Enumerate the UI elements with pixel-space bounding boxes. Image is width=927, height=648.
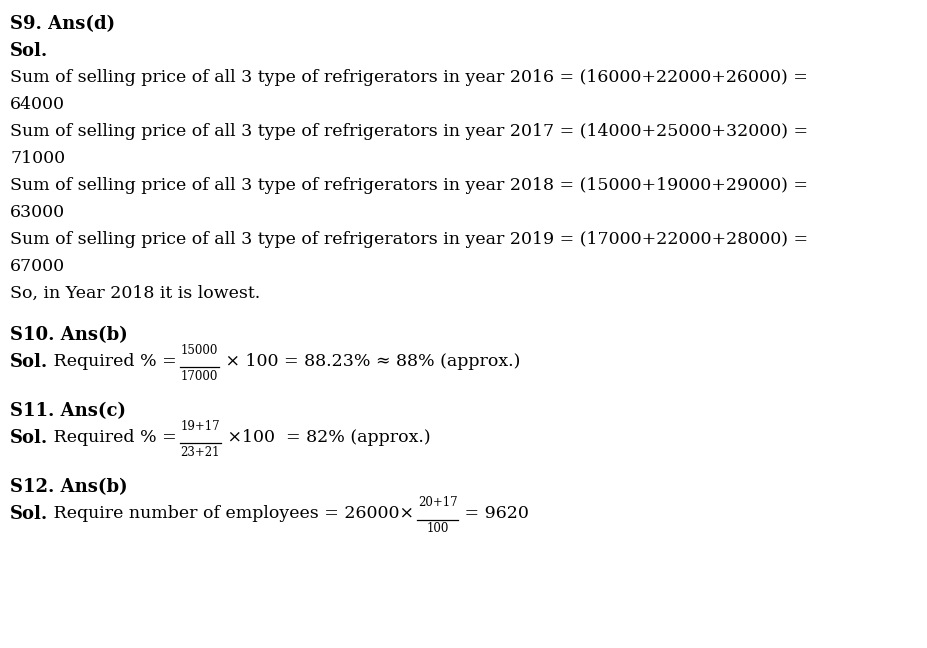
Text: Sum of selling price of all 3 type of refrigerators in year 2019 = (17000+22000+: Sum of selling price of all 3 type of re… xyxy=(10,231,807,248)
Text: Required % =: Required % = xyxy=(48,353,181,370)
Text: 17000: 17000 xyxy=(181,370,218,383)
Text: So, in Year 2018 it is lowest.: So, in Year 2018 it is lowest. xyxy=(10,285,260,302)
Text: S11. Ans(c): S11. Ans(c) xyxy=(10,402,126,420)
Text: 20+17: 20+17 xyxy=(417,496,457,509)
Text: Require number of employees = 26000×: Require number of employees = 26000× xyxy=(48,505,417,522)
Text: 23+21: 23+21 xyxy=(181,446,220,459)
Text: 100: 100 xyxy=(425,522,449,535)
Text: Sum of selling price of all 3 type of refrigerators in year 2018 = (15000+19000+: Sum of selling price of all 3 type of re… xyxy=(10,177,807,194)
Text: 64000: 64000 xyxy=(10,96,65,113)
Text: Sol.: Sol. xyxy=(10,429,48,447)
Text: Sol.: Sol. xyxy=(10,42,48,60)
Text: Sum of selling price of all 3 type of refrigerators in year 2016 = (16000+22000+: Sum of selling price of all 3 type of re… xyxy=(10,69,807,86)
Text: S12. Ans(b): S12. Ans(b) xyxy=(10,478,128,496)
Text: 63000: 63000 xyxy=(10,204,65,221)
Text: 15000: 15000 xyxy=(181,343,218,356)
Text: S10. Ans(b): S10. Ans(b) xyxy=(10,326,128,344)
Text: 71000: 71000 xyxy=(10,150,65,167)
Text: Sol.: Sol. xyxy=(10,505,48,523)
Text: = 9620: = 9620 xyxy=(459,505,528,522)
Text: Sol.: Sol. xyxy=(10,353,48,371)
Text: S9. Ans(d): S9. Ans(d) xyxy=(10,15,115,33)
Text: Sum of selling price of all 3 type of refrigerators in year 2017 = (14000+25000+: Sum of selling price of all 3 type of re… xyxy=(10,123,807,140)
Text: 67000: 67000 xyxy=(10,258,65,275)
Text: Required % =: Required % = xyxy=(48,429,181,446)
Text: × 100 = 88.23% ≈ 88% (approx.): × 100 = 88.23% ≈ 88% (approx.) xyxy=(220,353,520,370)
Text: ×100  = 82% (approx.): ×100 = 82% (approx.) xyxy=(222,429,430,446)
Text: 19+17: 19+17 xyxy=(181,420,220,433)
